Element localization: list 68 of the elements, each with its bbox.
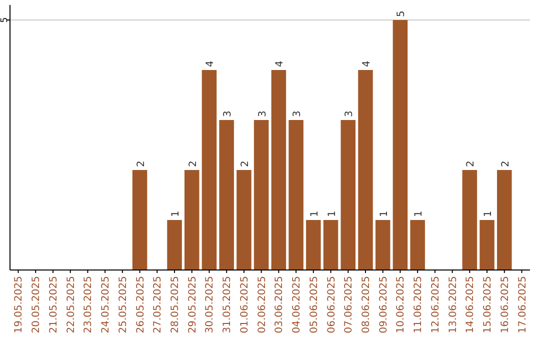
x-tick-label: 25.05.2025 — [118, 276, 129, 334]
x-tick-label: 06.06.2025 — [326, 276, 338, 334]
x-tick-label: 26.05.2025 — [135, 276, 146, 334]
x-tick-label: 07.06.2025 — [344, 276, 355, 334]
x-tick-label: 14.06.2025 — [465, 276, 476, 334]
x-tick-label: 28.05.2025 — [170, 276, 182, 334]
x-tick-label: 01.06.2025 — [239, 276, 250, 334]
bar — [323, 220, 338, 270]
data-label: 1 — [326, 210, 338, 217]
x-tick-label: 17.06.2025 — [517, 276, 528, 334]
data-label: 2 — [500, 160, 512, 167]
data-label: 2 — [136, 160, 147, 167]
x-tick-label: 12.06.2025 — [430, 276, 442, 334]
bar — [254, 120, 269, 270]
x-tick-label: 05.06.2025 — [308, 276, 320, 334]
data-label: 1 — [378, 210, 390, 217]
bar — [167, 220, 182, 270]
bar — [410, 220, 425, 270]
x-tick-label: 04.06.2025 — [292, 276, 303, 334]
bar — [271, 70, 286, 270]
x-tick-label: 21.05.2025 — [48, 276, 60, 334]
x-tick-label: 13.06.2025 — [448, 276, 459, 334]
data-label: 1 — [309, 210, 320, 217]
x-tick-label: 02.06.2025 — [256, 276, 268, 334]
bar — [288, 120, 304, 270]
x-tick-label: 16.06.2025 — [500, 276, 511, 334]
data-label: 5 — [396, 10, 408, 17]
bar — [497, 170, 512, 270]
data-label: 1 — [414, 210, 425, 217]
bar — [184, 170, 200, 270]
bar — [236, 170, 252, 270]
x-tick-label: 09.06.2025 — [378, 276, 390, 334]
bar — [358, 70, 373, 270]
bar — [392, 20, 408, 270]
bar — [132, 170, 148, 270]
data-label: 4 — [274, 60, 286, 67]
bar — [202, 70, 217, 270]
data-label: 4 — [205, 60, 216, 67]
bar — [480, 220, 494, 270]
data-label: 3 — [257, 110, 268, 117]
x-tick-label: 08.06.2025 — [360, 276, 372, 334]
data-label: 3 — [344, 110, 356, 117]
x-tick-label: 19.05.2025 — [14, 276, 25, 334]
data-label: 4 — [361, 60, 372, 67]
x-tick-label: 20.05.2025 — [31, 276, 42, 334]
bar — [306, 220, 321, 270]
data-label: 1 — [170, 210, 182, 217]
x-tick-label: 15.06.2025 — [482, 276, 494, 334]
data-label: 2 — [188, 160, 199, 167]
x-tick-label: 11.06.2025 — [413, 276, 424, 334]
x-tick-label: 10.06.2025 — [396, 276, 407, 334]
data-label: 2 — [240, 160, 251, 167]
x-tick-label: 22.05.2025 — [66, 276, 77, 334]
data-label: 2 — [466, 160, 477, 167]
x-tick-label: 31.05.2025 — [222, 276, 234, 334]
x-tick-label: 03.06.2025 — [274, 276, 286, 334]
x-tick-label: 27.05.2025 — [152, 276, 164, 334]
bar — [219, 120, 234, 270]
data-label: 3 — [222, 110, 234, 117]
bar — [462, 170, 478, 270]
data-label: 1 — [483, 210, 494, 217]
x-tick-label: 23.05.2025 — [83, 276, 94, 334]
x-tick-label: 24.05.2025 — [100, 276, 112, 334]
x-tick-label: 29.05.2025 — [187, 276, 198, 334]
data-label: 3 — [292, 110, 304, 117]
bar — [340, 120, 356, 270]
x-tick-label: 30.05.2025 — [204, 276, 216, 334]
bar — [375, 220, 390, 270]
